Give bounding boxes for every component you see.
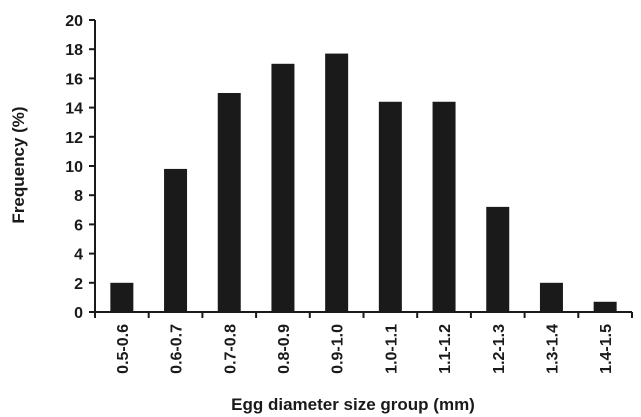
x-tick-label: 0.8-0.9 [276, 324, 293, 374]
y-tick-label: 2 [74, 276, 83, 293]
y-tick-label: 4 [74, 247, 83, 264]
x-tick-label: 1.2-1.3 [491, 324, 508, 374]
bars-group [110, 53, 617, 313]
x-tick-label: 1.1-1.2 [437, 324, 454, 374]
x-tick-label: 0.9-1.0 [330, 324, 347, 374]
bar-0.5-0.6 [110, 282, 134, 312]
y-tick-label: 14 [65, 101, 83, 118]
x-tick-label: 0.7-0.8 [222, 324, 239, 374]
y-tick-label: 20 [65, 13, 83, 30]
bar-0.8-0.9 [271, 63, 295, 312]
y-tick-label: 16 [65, 71, 83, 88]
x-tick-label: 1.3-1.4 [544, 324, 561, 374]
bar-1.0-1.1 [378, 101, 402, 312]
bar-1.2-1.3 [486, 206, 510, 312]
bar-0.6-0.7 [164, 168, 188, 312]
x-tick-label: 0.6-0.7 [169, 324, 186, 374]
x-axis-title: Egg diameter size group (mm) [231, 395, 475, 414]
y-axis-ticks: 0 2 4 6 8 10 12 14 16 18 20 [65, 13, 95, 322]
bar-0.7-0.8 [217, 93, 241, 312]
y-tick-label: 18 [65, 42, 83, 59]
y-tick-label: 6 [74, 217, 83, 234]
bar-1.4-1.5 [593, 301, 617, 312]
x-tick-label: 1.4-1.5 [598, 324, 615, 374]
x-tick-label: 0.5-0.6 [115, 324, 132, 374]
y-tick-label: 12 [65, 130, 83, 147]
bar-1.1-1.2 [432, 101, 456, 312]
bar-0.9-1.0 [325, 53, 349, 313]
x-tick-label: 1.0-1.1 [383, 324, 400, 374]
x-axis-ticks: 0.5-0.6 0.6-0.7 0.7-0.8 0.8-0.9 0.9-1.0 1.0-1… [94, 312, 633, 374]
y-tick-label: 0 [74, 305, 83, 322]
y-tick-label: 8 [74, 188, 83, 205]
y-tick-label: 10 [65, 159, 83, 176]
y-axis-title: Frequency (%) [9, 106, 28, 223]
bar-1.3-1.4 [539, 282, 563, 312]
